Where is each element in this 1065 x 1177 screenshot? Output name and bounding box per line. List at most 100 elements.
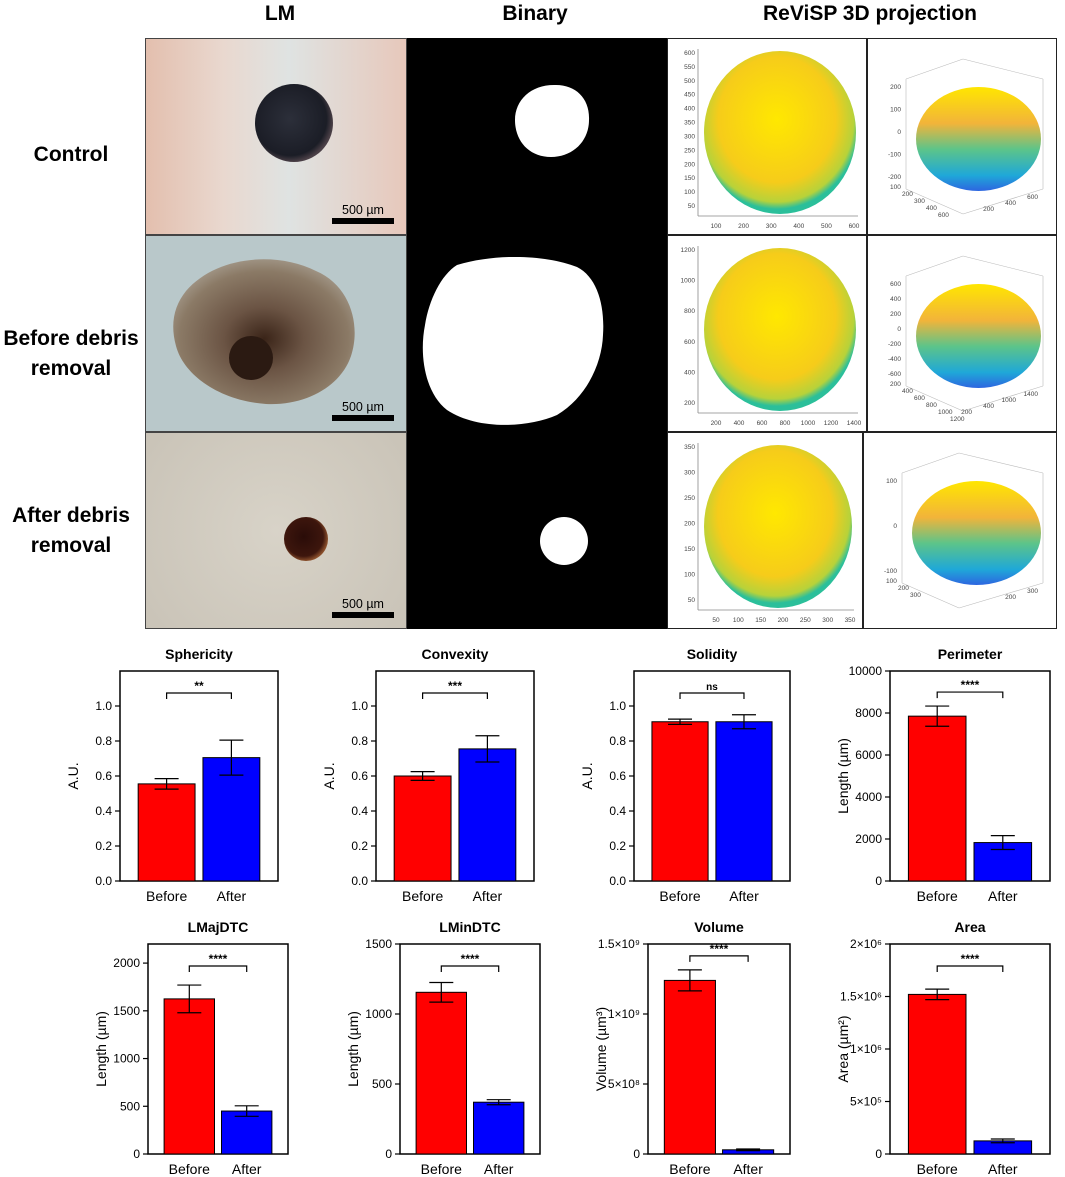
z-tick-label: -100 — [884, 568, 897, 575]
y-axis-label: A.U. — [65, 762, 81, 789]
y-tick-label: 800 — [684, 308, 695, 315]
z-tick-label: 600 — [890, 281, 901, 288]
y-tick-label: 300 — [684, 133, 695, 140]
y-tick-label: 600 — [938, 212, 949, 219]
bar-before — [163, 998, 216, 1155]
spheroid-image — [173, 259, 355, 405]
y-tick-label: 0.4 — [351, 804, 368, 818]
x-tick-label: Before — [669, 1161, 710, 1177]
binary-image-control — [407, 38, 667, 235]
scale-bar: 500 µm — [332, 597, 394, 618]
y-tick-label: 50 — [688, 203, 696, 210]
y-axis-label: Length (µm) — [835, 738, 851, 814]
y-tick-label: 600 — [914, 395, 925, 402]
y-tick-label: 2000 — [855, 832, 882, 846]
y-tick-label: 0.2 — [351, 839, 368, 853]
projection-surface — [916, 87, 1041, 191]
y-tick-label: 0.8 — [609, 734, 626, 748]
y-tick-label: 0.8 — [351, 734, 368, 748]
axis-box-line — [958, 452, 1044, 474]
y-tick-label: 400 — [684, 369, 695, 376]
y-tick-label: 800 — [926, 402, 937, 409]
chart-title: Volume — [694, 919, 744, 935]
row-label-line: After debris — [12, 504, 130, 527]
axis-box-line — [962, 188, 1044, 215]
binary-mask — [515, 84, 590, 157]
y-tick-label: 0.6 — [609, 769, 626, 783]
z-tick-label: -200 — [888, 341, 901, 348]
x-tick-label: 300 — [822, 617, 833, 624]
bar-after — [458, 748, 517, 882]
x-tick-label: 150 — [755, 617, 766, 624]
y-tick-label: 350 — [684, 120, 695, 127]
projection-2d-plot: 100 200 300 400 500 600 50 100 150 200 250 300 350 40… — [684, 49, 860, 230]
y-tick-label: 1×10⁶ — [850, 1042, 882, 1056]
significance-bracket — [166, 692, 232, 699]
y-tick-label: 500 — [120, 1099, 140, 1113]
chart-title: Sphericity — [165, 646, 233, 662]
lm-image-control: 500 µm — [145, 38, 407, 235]
scale-bar: 500 µm — [332, 203, 394, 224]
chart-title: LMajDTC — [188, 919, 249, 935]
chart-perimeter: Perimeter Length (µm) 0 2000 4000 6000 8000 100… — [835, 646, 1051, 904]
x-tick-label: 300 — [1027, 588, 1038, 595]
y-tick-label: 400 — [902, 388, 913, 395]
x-tick-label: After — [217, 888, 247, 904]
projection-2d-before: 200 400 600 800 1000 1200 1400 200 400 600 800 1000… — [667, 235, 867, 432]
projection-3d-after: 100 0 -100 100 200 300 300 200 — [863, 432, 1057, 629]
y-tick-label: 1000 — [938, 409, 953, 416]
axis-box-line — [962, 385, 1044, 412]
x-tick-label: 100 — [711, 223, 722, 230]
y-tick-label: 0 — [875, 874, 882, 888]
scale-bar-label: 500 µm — [342, 597, 384, 611]
chart-title: Solidity — [687, 646, 738, 662]
projection-2d-after: 50 100 150 200 250 300 350 50 100 150 200 250 300 350 — [667, 432, 863, 629]
y-tick-label: 1.0 — [609, 699, 626, 713]
chart-lmindtc: LMinDTC Length (µm) 0 500 1000 1500 Before Afte… — [345, 919, 541, 1177]
x-tick-label: Before — [659, 888, 700, 904]
y-tick-label: 600 — [684, 339, 695, 346]
z-tick-label: -600 — [888, 371, 901, 378]
row-label-line: Control — [33, 143, 109, 166]
binary-mask — [422, 256, 604, 425]
projection-surface — [704, 248, 856, 411]
y-tick-label: 0 — [875, 1147, 882, 1161]
y-tick-label: 200 — [684, 521, 695, 528]
y-tick-label: 0.6 — [95, 769, 112, 783]
significance-bracket — [422, 692, 488, 699]
y-tick-label: 200 — [898, 585, 909, 592]
axis-box-line — [905, 58, 964, 80]
y-tick-label: 5×10⁸ — [608, 1077, 640, 1091]
bar-after — [221, 1110, 273, 1155]
z-tick-label: 0 — [897, 326, 901, 333]
y-tick-label: 5×10⁵ — [850, 1095, 882, 1109]
significance-bracket — [188, 965, 248, 972]
y-tick-label: 1.0 — [351, 699, 368, 713]
y-tick-label: 250 — [684, 147, 695, 154]
significance-bracket — [936, 965, 1004, 972]
y-tick-label: 1.0 — [95, 699, 112, 713]
row-label-line: removal — [30, 357, 112, 380]
y-tick-label: 0 — [133, 1147, 140, 1161]
significance-bracket — [936, 691, 1004, 699]
y-tick-label: 2×10⁶ — [850, 937, 882, 951]
x-tick-label: After — [988, 1161, 1018, 1177]
bar-before — [907, 715, 967, 882]
y-tick-label: 1.5×10⁶ — [840, 990, 882, 1004]
x-tick-label: Before — [402, 888, 443, 904]
x-tick-label: 400 — [1005, 200, 1016, 207]
projection-surface — [704, 445, 852, 608]
row-label-control: Control — [0, 140, 142, 170]
x-tick-label: After — [232, 1161, 262, 1177]
x-tick-label: Before — [917, 1161, 958, 1177]
y-tick-label: 450 — [684, 92, 695, 99]
axis-box-line — [901, 582, 960, 609]
binary-mask — [540, 517, 588, 565]
y-tick-label: 0.4 — [95, 804, 112, 818]
row-label-before: Before debris removal — [0, 324, 142, 384]
x-tick-label: 400 — [793, 223, 804, 230]
row-label-line: Before debris — [3, 327, 139, 350]
x-tick-label: 200 — [1005, 594, 1016, 601]
spheroid-image — [284, 517, 328, 561]
y-tick-label: 550 — [684, 64, 695, 71]
